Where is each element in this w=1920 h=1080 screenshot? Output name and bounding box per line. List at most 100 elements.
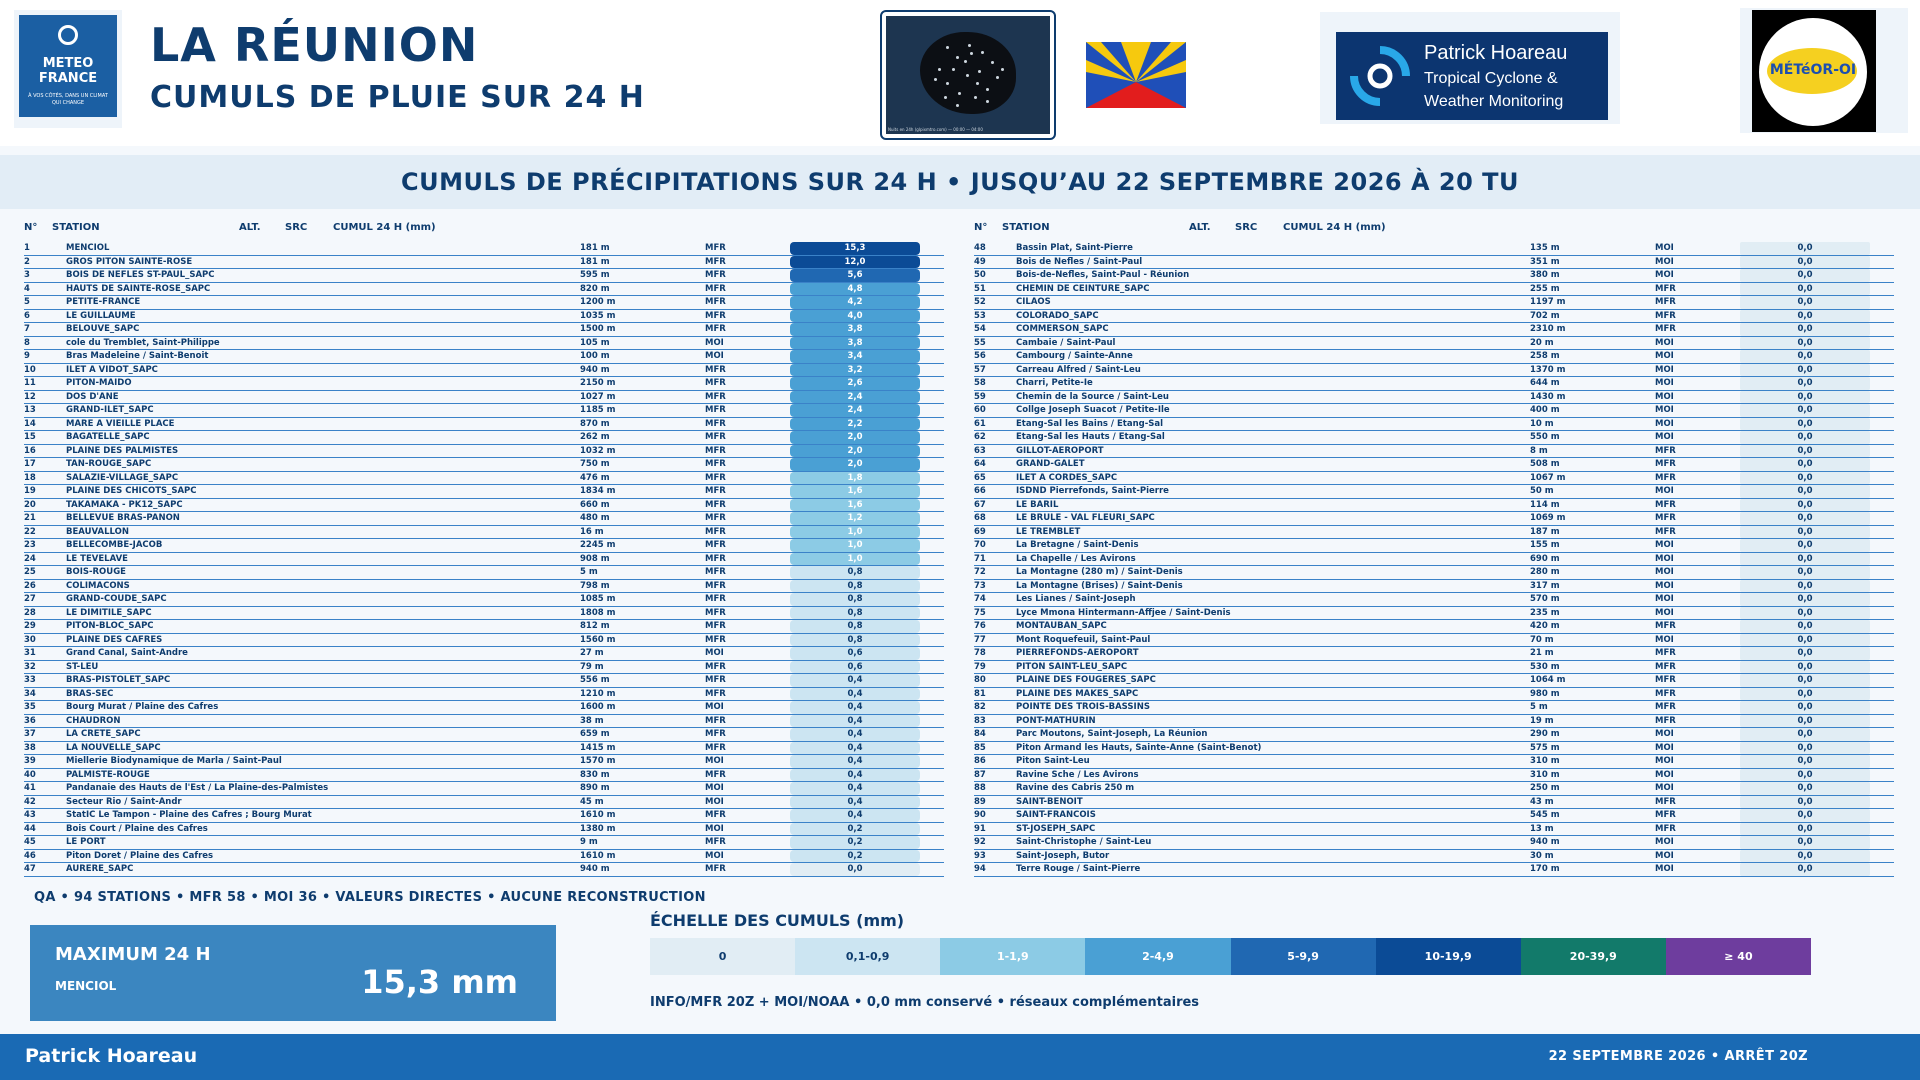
station-cumul: 2,0 [790, 431, 920, 444]
col-station: STATION [1002, 222, 1050, 233]
station-cumul: 0,0 [1740, 849, 1870, 862]
station-name: PITON-BLOC_SAPC [66, 621, 154, 631]
station-source: MFR [1655, 661, 1676, 672]
station-altitude: 155 m [1530, 540, 1560, 550]
station-altitude: 1380 m [580, 823, 616, 834]
table-row: 59 Chemin de la Source / Saint-Leu 1430 m M… [974, 390, 1894, 404]
table-row: 30 PLAINE DES CAFRES 1560 m MFR 0,8 [24, 633, 944, 647]
station-number: 8 [24, 337, 30, 348]
station-source: MFR [705, 769, 726, 780]
station-altitude: 19 m [1530, 715, 1554, 726]
station-number: 49 [974, 256, 986, 267]
station-number: 85 [974, 742, 986, 753]
station-number: 16 [24, 445, 36, 456]
station-name: PONT-MATHURIN [1016, 715, 1096, 726]
qa-summary: QA • 94 STATIONS • MFR 58 • MOI 36 • VAL… [34, 890, 706, 905]
station-cumul: 2,4 [790, 390, 920, 403]
station-dot [978, 70, 981, 73]
station-name: Bourg Murat / Plaine des Cafres [66, 702, 219, 712]
station-altitude: 255 m [1530, 283, 1560, 294]
station-number: 47 [24, 864, 36, 874]
station-cumul: 0,0 [1740, 795, 1870, 808]
station-number: 7 [24, 324, 30, 334]
station-cumul: 0,0 [1740, 431, 1870, 444]
station-number: 76 [974, 621, 986, 631]
station-altitude: 2245 m [580, 540, 616, 550]
station-altitude: 870 m [580, 418, 610, 429]
stations-table-right: N° STATION ALT. SRC CUMUL 24 H (mm) 48 Ba… [974, 220, 1894, 877]
station-source: MFR [1655, 459, 1676, 469]
station-source: MOI [705, 702, 724, 712]
station-altitude: 1035 m [580, 310, 616, 321]
station-cumul: 0,0 [1740, 404, 1870, 417]
station-number: 15 [24, 432, 36, 442]
station-altitude: 21 m [1530, 648, 1554, 658]
table-row: 6 LE GUILLAUME 1035 m MFR 4,0 [24, 309, 944, 323]
station-cumul: 4,8 [790, 282, 920, 295]
table-row: 81 PLAINE DES MAKES_SAPC 980 m MFR 0,0 [974, 687, 1894, 701]
station-number: 75 [974, 607, 986, 618]
satellite-map-thumbnail[interactable]: Nuits en 24h (glpixmtro.com) — 00:00 — 0… [880, 10, 1056, 140]
station-altitude: 659 m [580, 729, 610, 739]
station-source: MOI [1655, 837, 1674, 847]
station-dot [981, 51, 984, 54]
station-source: MOI [1655, 270, 1674, 280]
table-row: 93 Saint-Joseph, Butor 30 m MOI 0,0 [974, 849, 1894, 863]
station-number: 73 [974, 580, 986, 591]
station-number: 83 [974, 715, 986, 726]
station-altitude: 1067 m [1530, 472, 1566, 483]
station-cumul: 0,0 [1740, 782, 1870, 795]
station-altitude: 940 m [580, 364, 610, 375]
station-altitude: 1610 m [580, 810, 616, 820]
station-name: Secteur Rio / Saint-Andr [66, 796, 182, 807]
station-altitude: 690 m [1530, 553, 1560, 564]
station-altitude: 1808 m [580, 607, 616, 618]
station-altitude: 262 m [580, 432, 610, 442]
station-number: 2 [24, 256, 30, 267]
station-source: MFR [705, 607, 726, 618]
station-number: 19 [24, 486, 36, 496]
table-row: 79 PITON SAINT-LEU_SAPC 530 m MFR 0,0 [974, 660, 1894, 674]
table-row: 31 Grand Canal, Saint-Andre 27 m MOI 0,6 [24, 647, 944, 661]
station-cumul: 0,0 [1740, 363, 1870, 376]
station-cumul: 0,4 [790, 755, 920, 768]
col-number: N° [24, 222, 38, 233]
table-row: 37 LA CRETE_SAPC 659 m MFR 0,4 [24, 728, 944, 742]
station-name: LE BRULE - VAL FLEURI_SAPC [1016, 513, 1155, 523]
station-altitude: 570 m [1530, 594, 1560, 604]
station-name: POINTE DES TROIS-BASSINS [1016, 702, 1150, 712]
station-name: PALMISTE-ROUGE [66, 769, 150, 780]
station-altitude: 70 m [1530, 634, 1554, 645]
station-number: 48 [974, 243, 986, 253]
station-dot [958, 92, 961, 95]
station-number: 70 [974, 540, 986, 550]
station-number: 62 [974, 432, 986, 442]
table-row: 38 LA NOUVELLE_SAPC 1415 m MFR 0,4 [24, 741, 944, 755]
ph-logo-sub1: Tropical Cyclone & [1424, 70, 1558, 87]
station-number: 45 [24, 837, 36, 847]
station-cumul: 0,0 [1740, 309, 1870, 322]
station-number: 28 [24, 607, 36, 618]
station-dot [991, 61, 994, 64]
station-number: 33 [24, 675, 36, 685]
station-source: MOI [1655, 432, 1674, 442]
station-altitude: 43 m [1530, 796, 1554, 807]
station-source: MFR [705, 499, 726, 510]
station-name: LE DIMITILE_SAPC [66, 607, 152, 618]
station-source: MFR [705, 297, 726, 307]
station-source: MFR [1655, 810, 1676, 820]
table-row: 25 BOIS-ROUGE 5 m MFR 0,8 [24, 566, 944, 580]
station-source: MFR [1655, 702, 1676, 712]
station-cumul: 0,0 [1740, 755, 1870, 768]
station-number: 43 [24, 810, 36, 820]
station-dot [1001, 68, 1004, 71]
station-name: La Montagne (280 m) / Saint-Denis [1016, 567, 1183, 577]
station-number: 56 [974, 351, 986, 361]
station-cumul: 0,0 [1740, 552, 1870, 565]
station-cumul: 5,6 [790, 269, 920, 282]
table-row: 43 StatIC Le Tampon - Plaine des Cafres ;… [24, 809, 944, 823]
bottom-bar: Patrick Hoareau 22 SEPTEMBRE 2026 • ARRÊ… [0, 1034, 1920, 1080]
station-source: MFR [705, 675, 726, 685]
station-name: Terre Rouge / Saint-Pierre [1016, 864, 1141, 874]
table-row: 51 CHEMIN DE CEINTURE_SAPC 255 m MFR 0,0 [974, 282, 1894, 296]
